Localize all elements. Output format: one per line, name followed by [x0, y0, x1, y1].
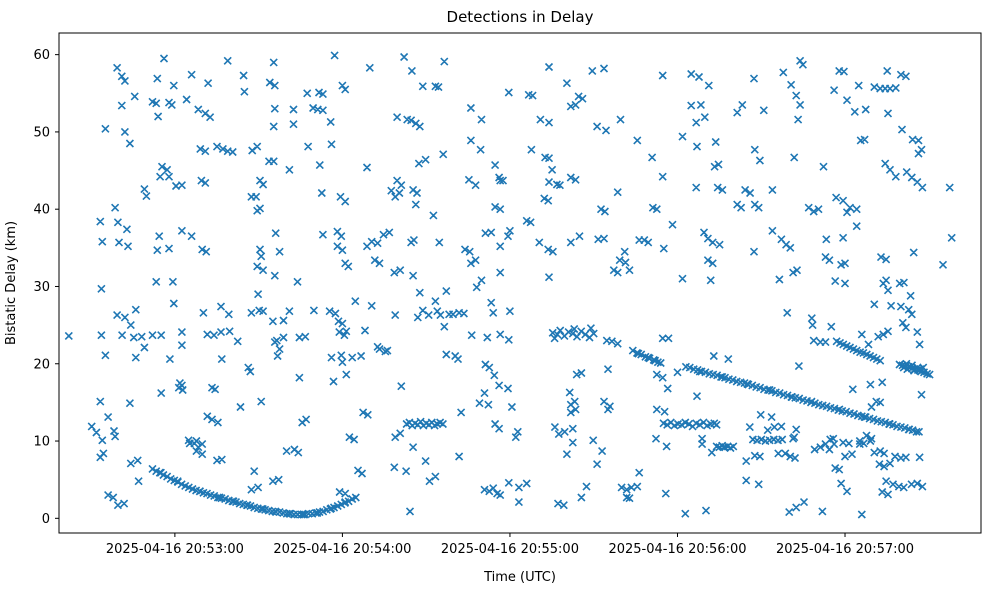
series-background	[64, 51, 956, 519]
y-tick-label: 50	[33, 125, 50, 140]
axes: 2025-04-16 20:53:00 2025-04-16 20:54:00 20…	[33, 32, 982, 557]
scatter-markers	[64, 51, 956, 519]
y-tick-label: 60	[33, 48, 50, 63]
y-axis-label: Bistatic Delay (km)	[4, 221, 19, 345]
x-tick-label: 2025-04-16 20:56:00	[608, 542, 746, 557]
plot-spines	[58, 32, 982, 534]
series-cluster-10km	[748, 435, 787, 446]
series-track-low-parabola	[148, 464, 360, 519]
x-tick-label: 2025-04-16 20:53:00	[106, 542, 244, 557]
x-axis-label: Time (UTC)	[483, 570, 556, 585]
series-cluster-9km	[712, 441, 738, 453]
chart-title: Detections in Delay	[447, 8, 594, 26]
x-tick-label: 2025-04-16 20:54:00	[273, 542, 411, 557]
series-track-descending-upper	[628, 337, 934, 379]
series-cluster-12km-2054	[402, 417, 447, 430]
x-tick-label: 2025-04-16 20:57:00	[776, 542, 914, 557]
y-tick-label: 0	[42, 512, 50, 527]
series-cluster-24km	[548, 324, 598, 343]
y-tick-label: 20	[33, 357, 50, 372]
series-cluster-12km-2056	[659, 418, 721, 431]
y-tick-label: 10	[33, 435, 50, 450]
x-tick-label: 2025-04-16 20:55:00	[441, 542, 579, 557]
y-tick-label: 40	[33, 203, 50, 218]
y-tick-label: 30	[33, 280, 50, 295]
series-track-descending-main	[681, 362, 924, 436]
